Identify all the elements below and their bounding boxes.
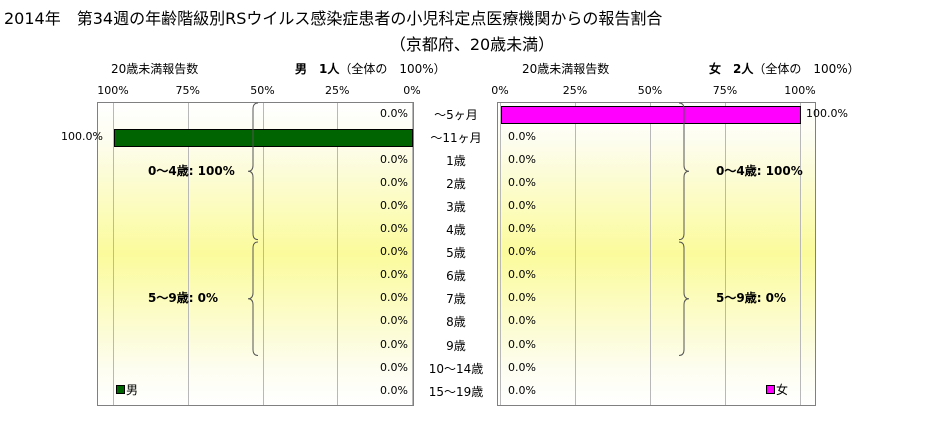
category-label: 8歳 bbox=[446, 315, 466, 330]
legend-male: 男 bbox=[116, 381, 138, 398]
value-label: 0.0% bbox=[508, 314, 536, 328]
x-tick-label: 75% bbox=[175, 84, 200, 97]
panel-header-count: 男 1人 bbox=[295, 62, 340, 76]
value-label: 0.0% bbox=[380, 337, 408, 351]
group-label: 5～9歳: 0% bbox=[148, 291, 219, 306]
legend-female: 女 bbox=[766, 381, 788, 398]
value-label: 100.0% bbox=[61, 129, 103, 143]
bar-female bbox=[501, 105, 801, 124]
value-label: 0.0% bbox=[508, 175, 536, 189]
value-label: 0.0% bbox=[380, 314, 408, 328]
value-label: 100.0% bbox=[806, 106, 848, 120]
gridline bbox=[262, 103, 264, 405]
value-label: 0.0% bbox=[508, 152, 536, 166]
category-label: 3歳 bbox=[446, 199, 466, 214]
category-label: 5歳 bbox=[446, 246, 466, 261]
chart-title: 2014年 第34週の年齢階級別RSウイルス感染症患者の小児科定点医療機関からの… bbox=[4, 9, 663, 28]
x-tick-label: 75% bbox=[712, 84, 738, 97]
group-brace bbox=[678, 102, 690, 241]
gridline bbox=[500, 103, 501, 405]
bar-male bbox=[114, 128, 413, 147]
legend-swatch bbox=[766, 385, 775, 394]
x-tick-label: 100% bbox=[784, 84, 816, 97]
panel-header-count: 女 2人 bbox=[709, 62, 754, 76]
gridline bbox=[337, 103, 339, 405]
value-label: 0.0% bbox=[380, 245, 408, 259]
value-label: 0.0% bbox=[508, 383, 536, 397]
category-label: ～11ヶ月 bbox=[430, 130, 482, 145]
value-label: 0.0% bbox=[508, 129, 536, 143]
category-label: 1歳 bbox=[446, 153, 466, 168]
category-label: ～5ヶ月 bbox=[434, 107, 478, 122]
value-label: 0.0% bbox=[380, 360, 408, 374]
category-label: 7歳 bbox=[446, 292, 466, 307]
value-label: 0.0% bbox=[508, 337, 536, 351]
legend-label: 男 bbox=[126, 383, 139, 397]
gridline bbox=[650, 103, 651, 405]
gridline bbox=[725, 103, 726, 405]
group-label: 0～4歳: 100% bbox=[148, 164, 235, 179]
value-label: 0.0% bbox=[508, 245, 536, 259]
category-label: 4歳 bbox=[446, 223, 466, 238]
x-tick-label: 0% bbox=[491, 84, 509, 97]
gridline bbox=[800, 103, 801, 405]
value-label: 0.0% bbox=[380, 383, 408, 397]
plot-area-female bbox=[497, 102, 816, 406]
category-label: 10～14歳 bbox=[428, 361, 484, 376]
panel-header: 男 1人（全体の 100%） bbox=[295, 60, 446, 77]
category-label: 6歳 bbox=[446, 269, 466, 284]
x-tick-label: 25% bbox=[325, 84, 350, 97]
category-label: 9歳 bbox=[446, 338, 466, 353]
value-label: 0.0% bbox=[508, 360, 536, 374]
legend-swatch bbox=[116, 385, 125, 394]
x-tick-label: 0% bbox=[403, 84, 421, 97]
category-label: 2歳 bbox=[446, 176, 466, 191]
value-label: 0.0% bbox=[380, 175, 408, 189]
value-label: 0.0% bbox=[508, 198, 536, 212]
group-brace bbox=[247, 241, 259, 356]
x-tick-label: 100% bbox=[97, 84, 129, 97]
value-label: 0.0% bbox=[508, 291, 536, 305]
value-label: 0.0% bbox=[380, 291, 408, 305]
value-label: 0.0% bbox=[380, 198, 408, 212]
panel-header: 女 2人（全体の 100%） bbox=[709, 60, 860, 77]
panel-header-share: （全体の 100%） bbox=[339, 62, 446, 76]
gridline bbox=[575, 103, 576, 405]
group-brace bbox=[247, 102, 259, 241]
group-label: 5～9歳: 0% bbox=[716, 291, 787, 306]
x-tick-label: 50% bbox=[637, 84, 663, 97]
panel-axis-label: 20歳未満報告数 bbox=[522, 62, 610, 76]
value-label: 0.0% bbox=[380, 106, 408, 120]
gridline bbox=[412, 103, 413, 405]
group-label: 0～4歳: 100% bbox=[716, 164, 803, 179]
value-label: 0.0% bbox=[380, 268, 408, 282]
plot-area-male bbox=[97, 102, 414, 406]
x-tick-label: 25% bbox=[562, 84, 588, 97]
panel-header-share: （全体の 100%） bbox=[753, 62, 860, 76]
legend-label: 女 bbox=[776, 383, 789, 397]
group-brace bbox=[678, 241, 690, 356]
value-label: 0.0% bbox=[508, 222, 536, 236]
gridline bbox=[113, 103, 114, 405]
panel-axis-label: 20歳未満報告数 bbox=[111, 62, 199, 76]
gridline bbox=[187, 103, 189, 405]
value-label: 0.0% bbox=[380, 152, 408, 166]
value-label: 0.0% bbox=[380, 222, 408, 236]
x-tick-label: 50% bbox=[250, 84, 275, 97]
value-label: 0.0% bbox=[508, 268, 536, 282]
chart-subtitle: （京都府、20歳未満） bbox=[389, 35, 555, 54]
category-label: 15～19歳 bbox=[428, 384, 484, 399]
